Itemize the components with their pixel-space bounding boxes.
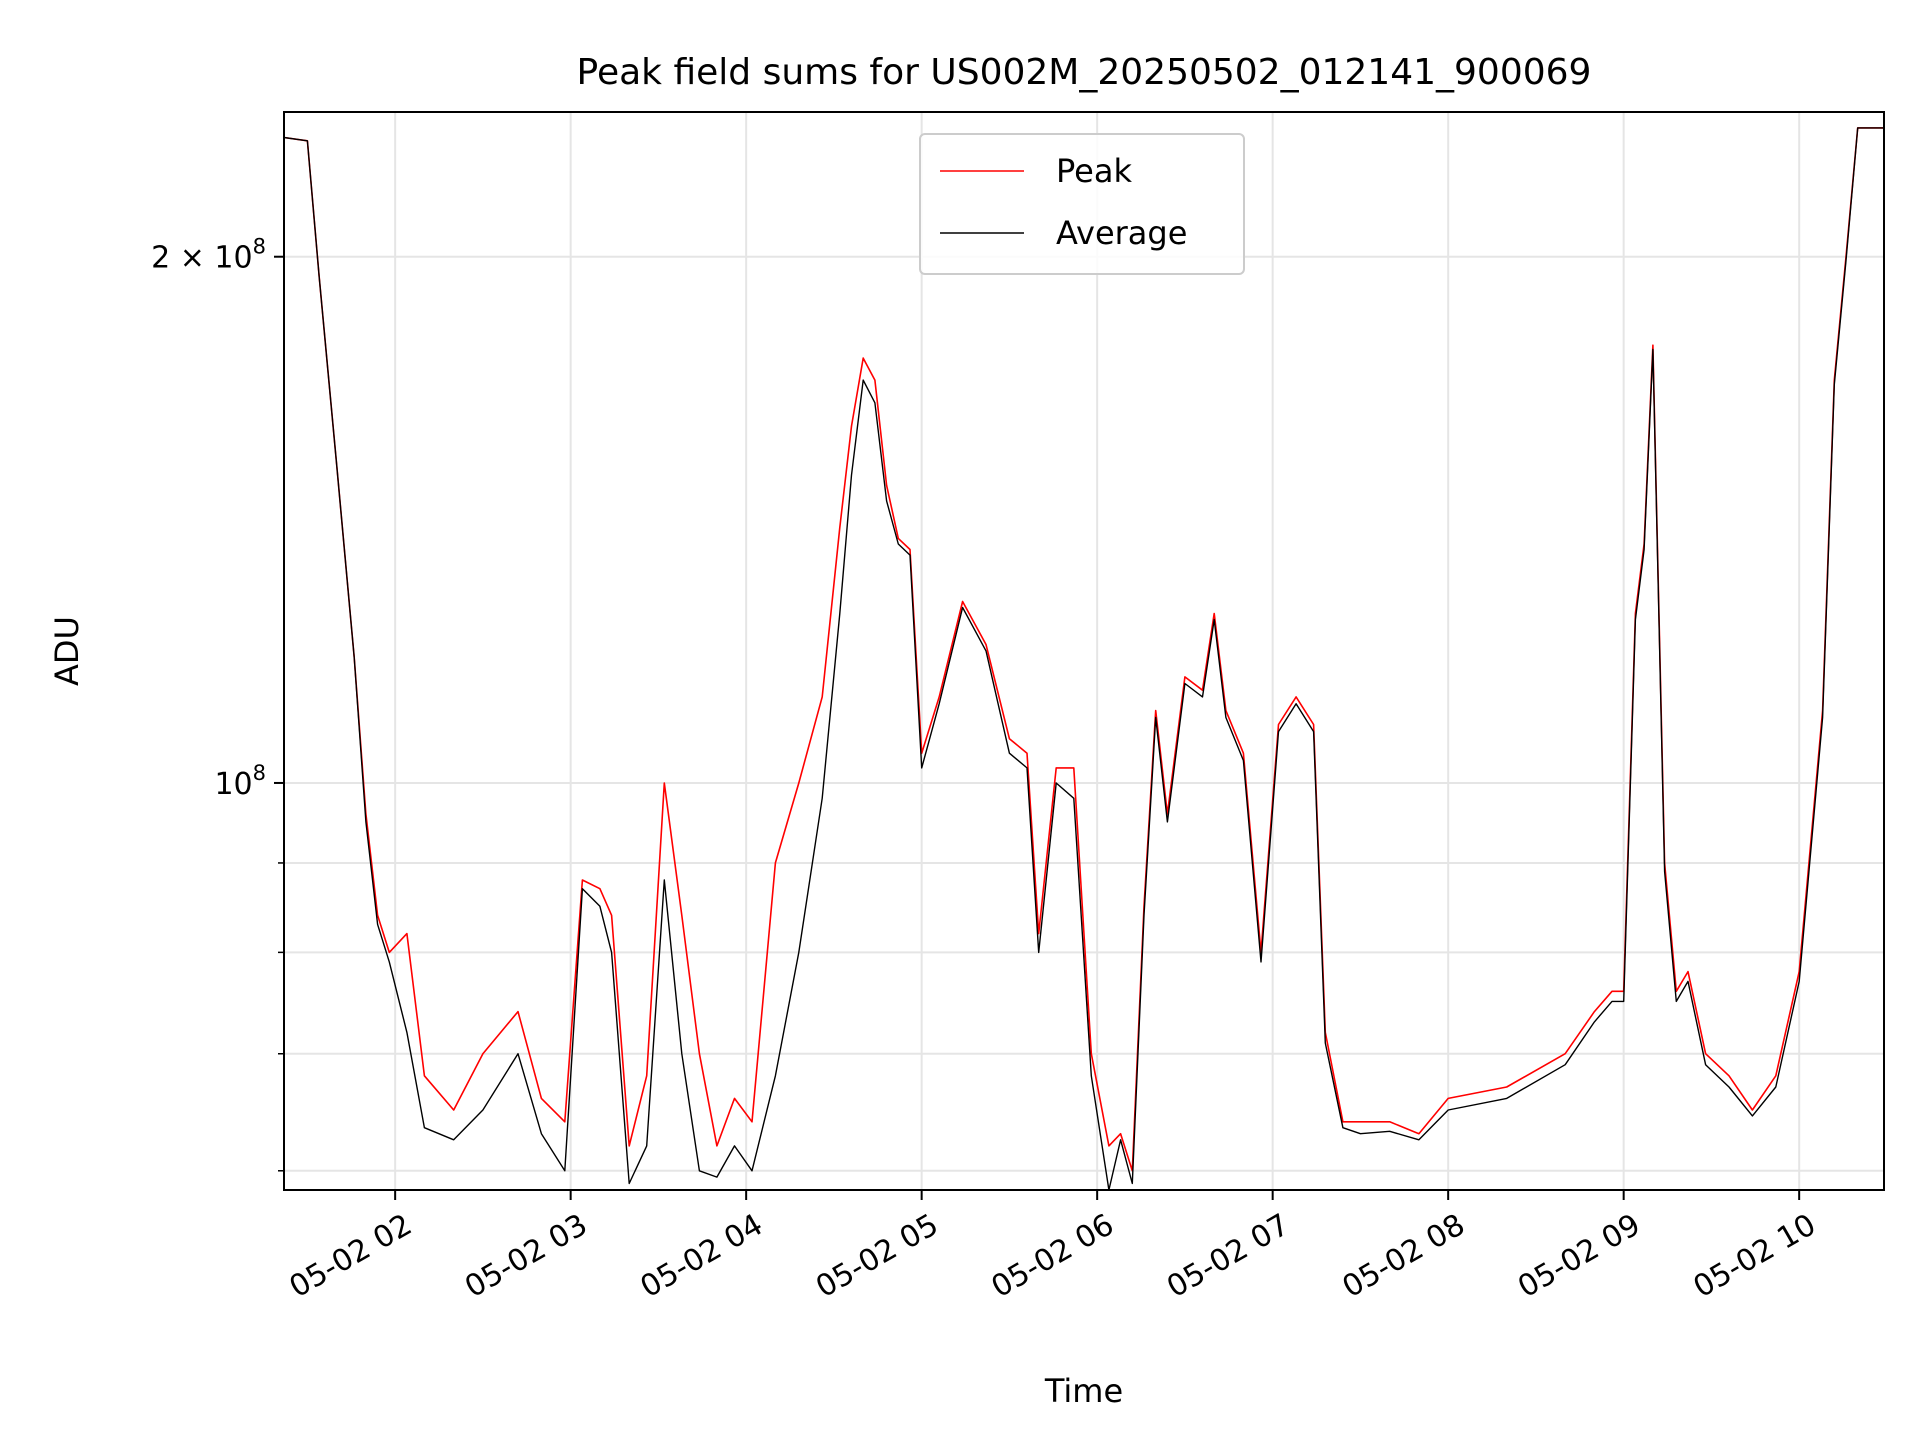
series-layer xyxy=(283,127,1884,1191)
plot-background xyxy=(284,112,1884,1190)
legend-label-average: Average xyxy=(1056,214,1187,252)
legend-box xyxy=(919,133,1245,275)
x-axis-label: Time xyxy=(1044,1372,1123,1410)
y-tick-label: 2 × 108 xyxy=(151,235,266,276)
legend: Peak Average xyxy=(919,133,1245,275)
y-tick-label: 108 xyxy=(214,761,266,802)
chart-title: Peak field sums for US002M_20250502_0121… xyxy=(577,52,1592,93)
y-axis-label: ADU xyxy=(48,616,86,686)
plot-frame xyxy=(283,111,1885,1191)
series-line-peak xyxy=(283,127,1884,1172)
series-line-average xyxy=(283,127,1884,1191)
grid xyxy=(284,112,1884,1190)
legend-label-peak: Peak xyxy=(1056,152,1132,190)
plot-area: 05-02 02 05-02 03 05-02 04 05-02 05 05-02 06… xyxy=(151,111,1885,1305)
